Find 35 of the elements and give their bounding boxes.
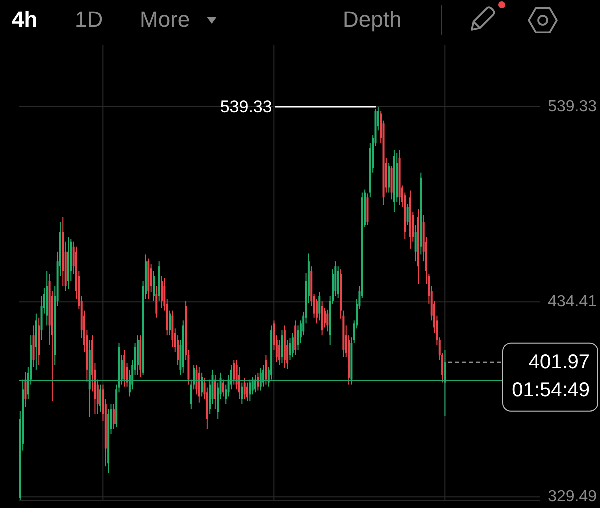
candlestick (233, 360, 236, 386)
text: 4h (12, 7, 38, 32)
candlestick (278, 340, 281, 366)
y-tick-label: 539.33 (548, 98, 598, 116)
y-tick-label: 329.49 (548, 488, 598, 506)
ref-line-label: 401.97 (528, 351, 590, 374)
candlestick (265, 354, 268, 386)
candlestick (214, 374, 216, 410)
candlestick (169, 310, 172, 336)
candlestick (324, 308, 326, 328)
annotation: 539.33 (220, 98, 272, 117)
candlestick (150, 264, 152, 293)
text: 1D (75, 7, 104, 32)
candlestick (246, 382, 249, 402)
candlestick (406, 204, 409, 226)
candlestick (281, 330, 284, 364)
text: Depth (343, 7, 402, 32)
y-tick-label: 434.41 (548, 294, 598, 311)
text: More (140, 7, 190, 32)
candlestick (152, 270, 155, 302)
candlestick (318, 292, 321, 322)
candlestick (257, 372, 260, 392)
candlestick (222, 379, 224, 398)
candlestick (161, 276, 164, 309)
candlestick (244, 377, 246, 400)
candlestick (414, 224, 417, 262)
candlestick (198, 366, 200, 404)
candlestick (24, 371, 27, 408)
candlestick (292, 333, 294, 358)
candlestick (388, 162, 390, 194)
candlestick (326, 309, 329, 332)
annotation: 01:54:49 (512, 379, 590, 402)
candlestick (112, 404, 115, 430)
candlestick (100, 384, 102, 413)
candlestick (156, 286, 158, 318)
